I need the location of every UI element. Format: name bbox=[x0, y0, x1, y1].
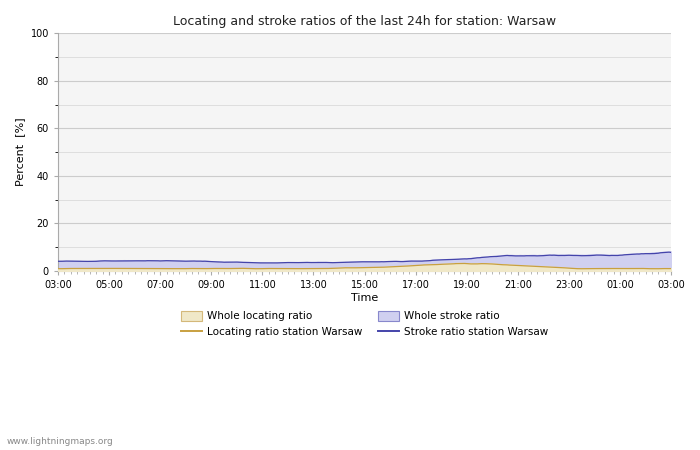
Legend: Whole locating ratio, Locating ratio station Warsaw, Whole stroke ratio, Stroke : Whole locating ratio, Locating ratio sta… bbox=[176, 306, 552, 342]
Y-axis label: Percent  [%]: Percent [%] bbox=[15, 118, 25, 186]
Text: www.lightningmaps.org: www.lightningmaps.org bbox=[7, 436, 113, 446]
Title: Locating and stroke ratios of the last 24h for station: Warsaw: Locating and stroke ratios of the last 2… bbox=[173, 15, 556, 28]
X-axis label: Time: Time bbox=[351, 292, 378, 303]
